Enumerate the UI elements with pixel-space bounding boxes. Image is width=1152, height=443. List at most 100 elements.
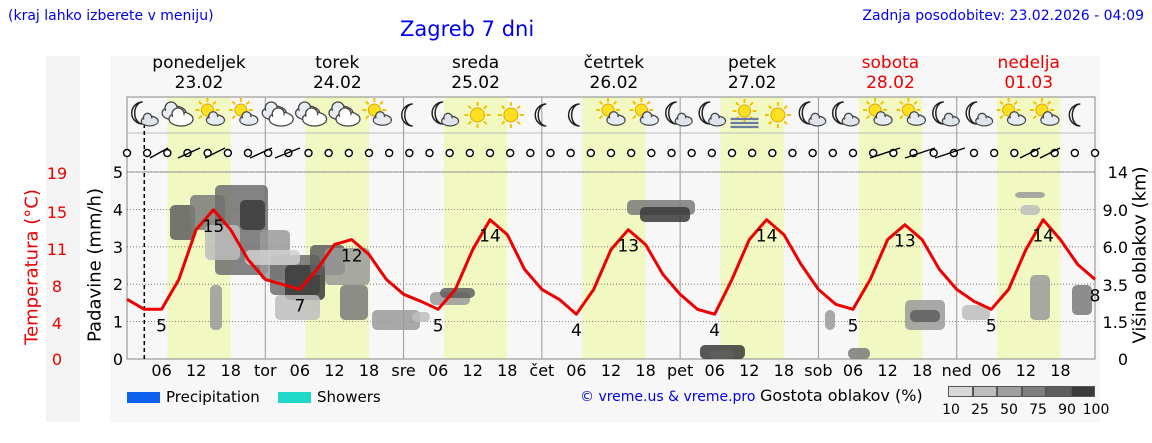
precip-axis-label: Padavine (mm/h) (84, 188, 106, 342)
last-update: Zadnja posodobitev: 23.02.2026 - 04:09 (862, 8, 1144, 24)
page-title: Zagreb 7 dni (400, 17, 535, 41)
cloudy-icon (161, 101, 194, 127)
cloud-cover (1030, 275, 1050, 320)
wind-calm-marker (324, 148, 333, 158)
cloudy-icon (328, 101, 361, 127)
cloud-height-tick-label: 3.5 (1103, 276, 1128, 295)
sun-ray (1013, 100, 1018, 106)
precip-tick-label: 5 (113, 163, 123, 182)
cloud-density-swatch (1070, 386, 1095, 397)
sun-ray (365, 114, 370, 120)
moon-icon (1068, 103, 1081, 127)
day-name: nedelja (997, 53, 1060, 73)
x-tick-label: 12 (463, 361, 483, 380)
temperature-extreme-label: 14 (1032, 227, 1054, 247)
cloud-fill (943, 118, 959, 126)
x-tick-label: 06 (843, 361, 863, 380)
sun-cloud-icon (896, 98, 927, 126)
x-tick-label: 12 (877, 361, 897, 380)
wind-calm-marker (667, 148, 676, 158)
sun-ray (735, 101, 740, 107)
sun-ray (646, 100, 651, 106)
sun-ray (598, 114, 604, 120)
wind-calm-marker (405, 148, 414, 158)
daytime-band (443, 97, 508, 359)
cloud-density-tick-label: 75 (1029, 402, 1047, 418)
sun-cloud-icon (362, 98, 392, 126)
sun-disc (469, 107, 485, 123)
plot-frame (126, 96, 1096, 360)
temperature-extreme-label: 12 (341, 247, 363, 267)
wind-calm-marker (768, 148, 777, 158)
x-tick-label: 12 (324, 361, 344, 380)
cloud-cover (1015, 192, 1045, 198)
x-tick-label: 06 (981, 361, 1001, 380)
wind-calm-marker (808, 148, 817, 158)
night-partly-cloudy-icon (932, 101, 960, 127)
temperature-extreme-label: 4 (709, 321, 720, 341)
sun-ray (767, 105, 773, 110)
x-tick-label: 12 (739, 361, 759, 380)
cloud-density-swatch (948, 386, 973, 397)
cloud-cover (825, 310, 835, 330)
wind-calm-marker (969, 148, 979, 158)
wind-calm-marker (647, 148, 656, 158)
sun-ray (467, 105, 472, 110)
x-tick-label: 06 (705, 361, 725, 380)
sun-cloud-icon (596, 98, 626, 126)
moon-icon (401, 103, 413, 127)
sun-ray (865, 100, 871, 106)
cloud-cover (240, 200, 265, 230)
cloud-fill (141, 118, 158, 126)
x-tick-label: 18 (774, 361, 794, 380)
night-partly-cloudy-icon (665, 101, 693, 127)
night-partly-cloudy-icon (131, 101, 159, 127)
daytime-band (720, 97, 784, 359)
sun-disc (738, 104, 752, 118)
temperature-extreme-label: 7 (294, 296, 305, 316)
day-date: 27.02 (727, 73, 777, 93)
cloud-height-tick-label: 1.5 (1103, 313, 1128, 332)
wind-calm-marker (687, 148, 696, 158)
wind-calm-marker (929, 148, 938, 158)
sun-ray (1046, 100, 1052, 106)
temp-axis-label: Temperatura (°C) (21, 189, 43, 345)
menu-hint[interactable]: (kraj lahko izberete v meniju) (8, 8, 214, 24)
cloud-cover (275, 295, 320, 320)
cloud-density-swatch (1046, 386, 1071, 397)
wind-calm-marker (505, 148, 515, 158)
cloud-cover (412, 312, 430, 322)
cloud-cover (962, 305, 990, 320)
cloud-density-tick-label: 50 (1000, 402, 1018, 418)
wind-calm-marker (243, 148, 253, 158)
cloud-fill (1041, 117, 1059, 125)
x-tick-label: 18 (1050, 361, 1070, 380)
sun-cloud-icon (996, 98, 1027, 126)
credit-link[interactable]: © vreme.us & vreme.pro (580, 389, 756, 405)
wind-calm-marker (485, 148, 495, 158)
legend-showers: Showers (278, 388, 381, 406)
cloud-fill (874, 117, 892, 125)
cloud-cover (325, 248, 370, 285)
temp-tick-label: 11 (47, 240, 67, 259)
day-date: 01.03 (1004, 73, 1054, 93)
x-tick-label: čet (529, 361, 554, 380)
x-tick-label: 18 (359, 361, 379, 380)
sun-ray (516, 105, 521, 110)
sun-ray (1032, 100, 1037, 106)
cloud-fill (976, 118, 992, 126)
sun-cloud-icon (629, 98, 660, 126)
cloud-fill (240, 117, 258, 125)
precip-tick-label: 1 (113, 313, 123, 332)
night-partly-cloudy-icon (431, 101, 460, 127)
wind-calm-marker (142, 148, 152, 158)
sun-disc (503, 107, 519, 123)
wind-calm-marker (1070, 148, 1080, 158)
cloud-cover (1020, 205, 1040, 215)
x-tick-label: sre (391, 361, 415, 380)
cloud-density-label: Gostota oblakov (%) (760, 386, 923, 405)
wind-calm-marker (606, 148, 616, 158)
temp-tick-label: 19 (47, 164, 67, 183)
cloud-height-tick-label: 0 (1118, 350, 1128, 369)
cloud-fill (607, 117, 625, 125)
